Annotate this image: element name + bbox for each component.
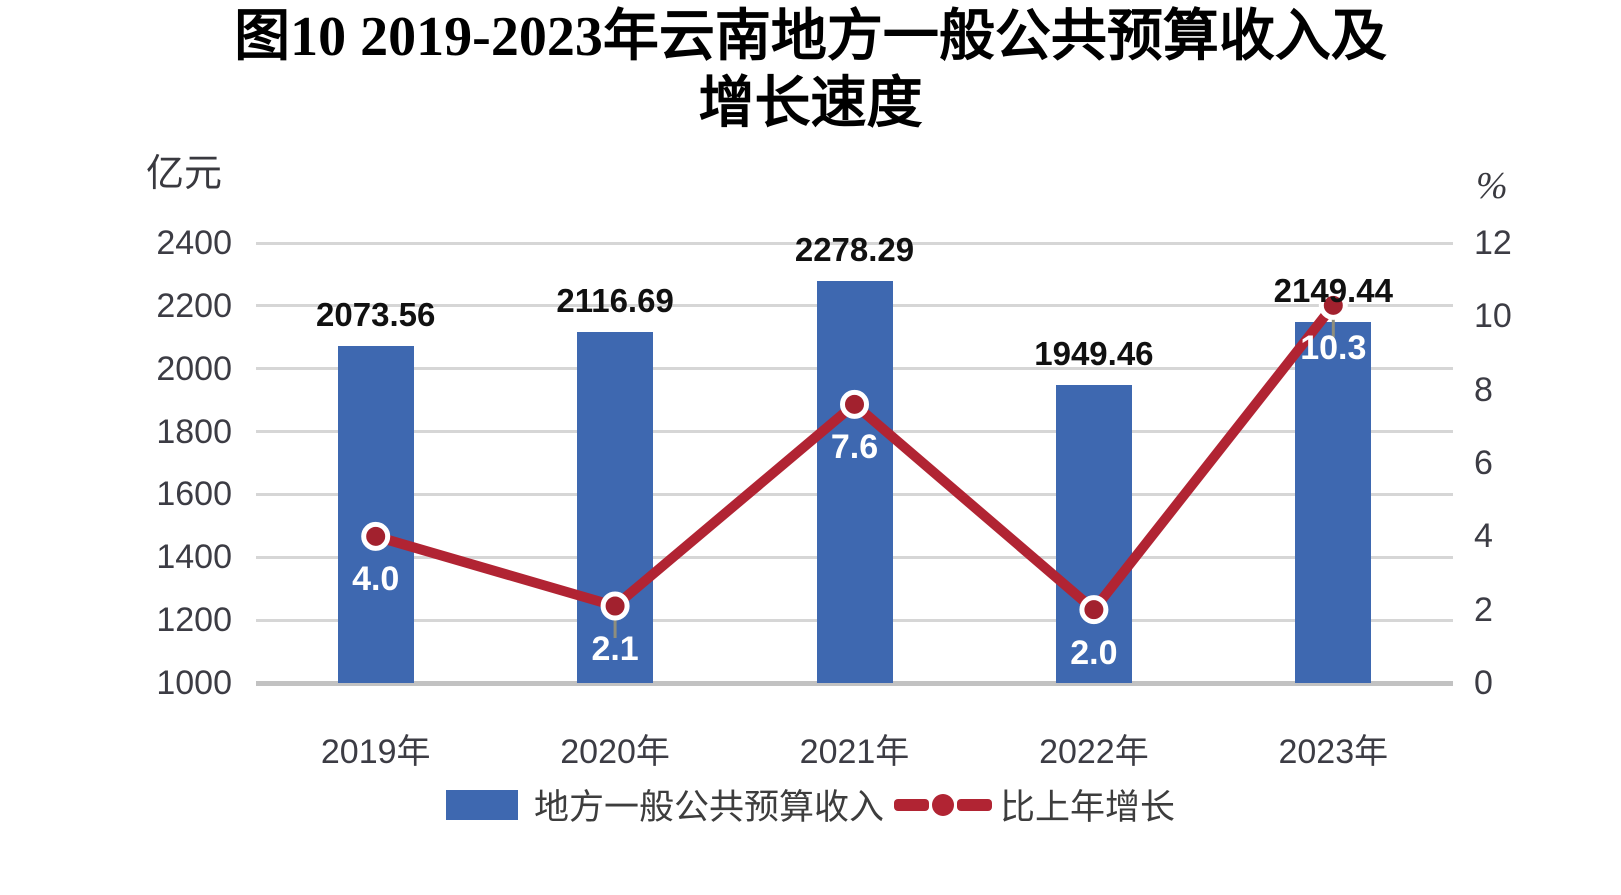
bar-value-label: 2149.44 (1273, 271, 1393, 309)
left-axis-tick-2400: 2400 (156, 224, 232, 262)
left-axis-tick-2200: 2200 (156, 286, 232, 325)
x-axis-line (256, 680, 1453, 686)
growth-marker-2022年 (1079, 595, 1109, 625)
left-axis-tick-1400: 1400 (156, 538, 232, 577)
growth-value-label: 7.6 (830, 428, 879, 467)
chart-title-line1: 图10 2019-2023年云南地方一般公共预算收入及 (234, 6, 1387, 68)
growth-line-layer (361, 290, 1348, 638)
left-axis-tick-2000: 2000 (156, 349, 232, 388)
right-axis-tick-0: 0 (1474, 664, 1493, 702)
x-axis-label-2021年: 2021年 (799, 733, 910, 771)
bar-value-label: 2073.56 (316, 295, 436, 333)
legend-line-swatch-icon (894, 791, 992, 819)
right-axis-tick-8: 8 (1474, 370, 1493, 409)
x-axis-label-2022年: 2022年 (1039, 733, 1149, 771)
legend: 地方一般公共预算收入 比上年增长 (0, 779, 1621, 830)
growth-value-label: 4.0 (352, 560, 400, 599)
right-axis-tick-10: 10 (1474, 297, 1512, 336)
right-axis-tick-4: 4 (1474, 517, 1493, 556)
line-dot-line-icon (894, 793, 992, 816)
gridline-2400 (256, 241, 1453, 245)
x-axis-label-2023年: 2023年 (1278, 733, 1389, 771)
left-axis-tick-1800: 1800 (156, 412, 232, 451)
growth-marker-2020年 (600, 591, 630, 621)
bar-value-label: 1949.46 (1034, 334, 1154, 372)
bar-2021年 (816, 281, 893, 683)
bar-value-label: 2116.69 (556, 282, 674, 320)
left-axis-tick-1200: 1200 (156, 601, 232, 640)
right-axis-tick-12: 12 (1474, 224, 1512, 262)
left-axis-tick-1600: 1600 (156, 475, 232, 514)
growth-value-label: 2.0 (1070, 633, 1118, 672)
legend-bar-swatch (445, 789, 518, 820)
bar-value-label: 2278.29 (794, 231, 915, 269)
growth-value-label: 2.1 (591, 630, 639, 668)
growth-marker-2019年 (361, 521, 391, 551)
bar-2023年 (1295, 321, 1372, 683)
growth-marker-2023年 (1318, 290, 1348, 320)
x-axis-label-2020年: 2020年 (560, 733, 670, 771)
legend-bar-label: 地方一般公共预算收入 (533, 788, 884, 827)
left-axis-tick-1000: 1000 (156, 664, 232, 702)
right-axis-tick-2: 2 (1474, 590, 1493, 629)
chart-title: 图10 2019-2023年云南地方一般公共预算收入及 增长速度 (0, 4, 1621, 138)
growth-value-label: 10.3 (1300, 329, 1367, 368)
bar-2022年 (1055, 384, 1132, 683)
growth-marker-2021年 (840, 389, 869, 419)
legend-line-label: 比上年增长 (1000, 788, 1176, 827)
left-axis-unit-label: 亿元 (146, 153, 223, 195)
x-axis-label-2019年: 2019年 (320, 733, 431, 771)
chart-title-line2: 增长速度 (698, 73, 923, 135)
bar-2019年 (337, 345, 414, 683)
plot-area (256, 241, 1453, 686)
right-axis-unit-label: % (1476, 165, 1508, 207)
right-axis-tick-6: 6 (1474, 444, 1493, 482)
